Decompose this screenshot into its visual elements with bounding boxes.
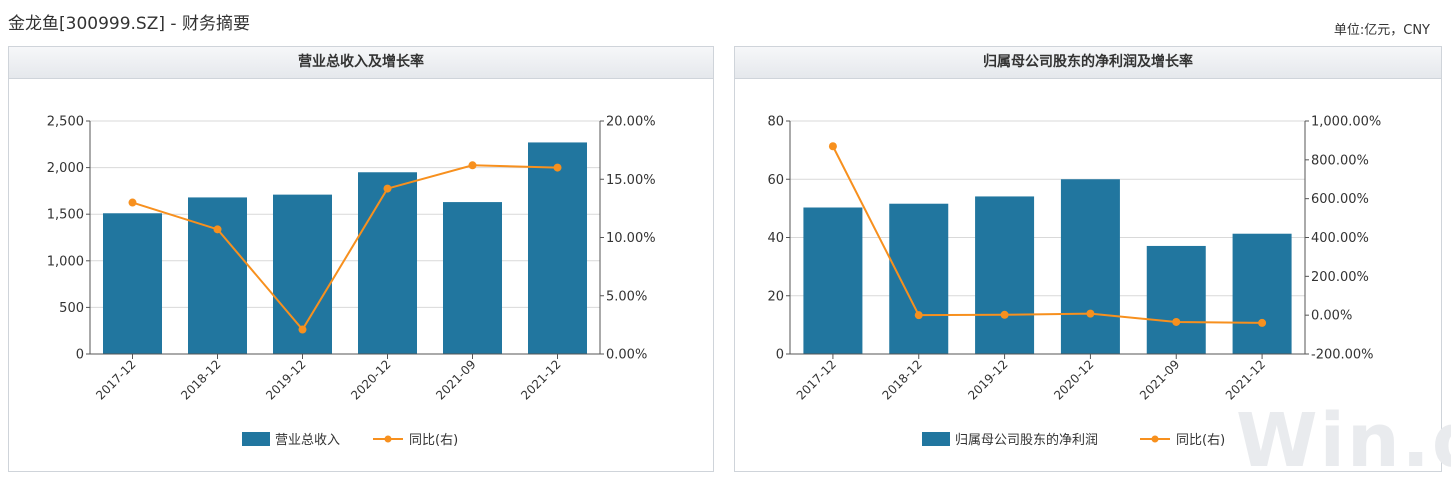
y-left-tick-label: 1,000 <box>47 254 84 269</box>
x-tick-label: 2017-12 <box>794 357 839 402</box>
page-title: 金龙鱼[300999.SZ] - 财务摘要 <box>8 14 250 34</box>
bar <box>188 197 247 354</box>
y-left-tick-label: 40 <box>767 231 784 246</box>
revenue-chart-panel: 营业总收入及增长率 0 500 1,000 1,500 2,000 2,500 0.00% 5… <box>8 46 714 472</box>
revenue-chart-title: 营业总收入及增长率 <box>9 47 713 79</box>
x-tick-label: 2021-12 <box>1223 357 1268 402</box>
x-tick-label: 2020-12 <box>1051 357 1096 402</box>
y-left-tick-label: 0 <box>776 348 784 363</box>
y-left-tick-label: 0 <box>76 348 84 363</box>
legend-line-label: 同比(右) <box>1176 433 1225 448</box>
growth-point <box>914 311 923 320</box>
growth-point <box>553 163 562 172</box>
y-left-tick-label: 1,500 <box>47 208 84 223</box>
growth-point <box>213 225 222 234</box>
y-left-tick-label: 80 <box>767 115 784 130</box>
y-right-tick-label: 800.00% <box>1311 153 1369 168</box>
y-right-tick-label: 5.00% <box>606 289 647 304</box>
net-profit-chart-title: 归属母公司股东的净利润及增长率 <box>735 47 1441 79</box>
y-left-tick-label: 2,000 <box>47 161 84 176</box>
legend-bar-swatch <box>922 432 950 446</box>
revenue-chart: 0 500 1,000 1,500 2,000 2,500 0.00% 5.00% 10.00%… <box>47 115 656 449</box>
bar <box>1060 179 1120 354</box>
bar <box>528 142 587 354</box>
growth-point <box>298 325 307 334</box>
growth-point <box>468 161 477 170</box>
bar <box>443 202 502 354</box>
growth-point <box>828 142 837 151</box>
legend-line-marker <box>1151 435 1159 443</box>
growth-line <box>832 145 1263 324</box>
y-right-tick-label: 400.00% <box>1311 231 1369 246</box>
y-right-tick-label: 200.00% <box>1311 270 1369 285</box>
net-profit-chart: 0 20 40 60 80 -200.00% 0.00% 200.00% 400.00% 600.… <box>767 115 1381 449</box>
bar <box>103 213 162 354</box>
x-tick-label: 2018-12 <box>178 357 223 402</box>
x-tick-label: 2021-12 <box>518 357 563 402</box>
x-tick-label: 2020-12 <box>348 357 393 402</box>
bar <box>358 172 417 354</box>
growth-line <box>132 164 558 332</box>
y-right-tick-label: 15.00% <box>606 173 656 188</box>
y-left-tick-label: 2,500 <box>47 115 84 130</box>
growth-point <box>128 198 137 207</box>
y-right-tick-label: 1,000.00% <box>1311 115 1381 130</box>
y-right-tick-label: 600.00% <box>1311 192 1369 207</box>
x-tick-label: 2017-12 <box>93 357 138 402</box>
legend-line-label: 同比(右) <box>409 433 458 448</box>
x-tick-label: 2019-12 <box>263 357 308 402</box>
unit-label: 单位:亿元，CNY <box>1333 23 1430 38</box>
y-left-tick-label: 60 <box>767 173 784 188</box>
net-profit-chart-panel: 归属母公司股东的净利润及增长率 0 20 40 60 80 -200.00% 0.00% 20… <box>734 46 1442 472</box>
y-right-tick-label: 0.00% <box>606 348 647 363</box>
legend-bar-label: 营业总收入 <box>275 433 340 448</box>
y-right-tick-label: 10.00% <box>606 231 656 246</box>
growth-point <box>383 184 392 193</box>
bar <box>1146 245 1206 354</box>
growth-point <box>1086 309 1095 318</box>
x-tick-label: 2019-12 <box>965 357 1010 402</box>
x-tick-label: 2021-09 <box>1137 357 1182 402</box>
legend-bar-label: 归属母公司股东的净利润 <box>955 432 1098 448</box>
growth-point <box>1000 310 1009 319</box>
bar <box>1232 233 1292 354</box>
y-right-tick-label: 20.00% <box>606 115 656 130</box>
legend-bar-swatch <box>242 432 270 446</box>
y-left-tick-label: 20 <box>767 289 784 304</box>
y-right-tick-label: 0.00% <box>1311 309 1352 324</box>
x-tick-label: 2021-09 <box>433 357 478 402</box>
bar <box>975 196 1035 354</box>
growth-point <box>1258 318 1267 327</box>
legend-line-marker <box>384 435 392 443</box>
y-left-tick-label: 500 <box>59 301 84 316</box>
y-right-tick-label: -200.00% <box>1311 348 1374 363</box>
bar <box>803 207 863 354</box>
bar <box>889 203 949 354</box>
growth-point <box>1172 317 1181 326</box>
x-tick-label: 2018-12 <box>880 357 925 402</box>
